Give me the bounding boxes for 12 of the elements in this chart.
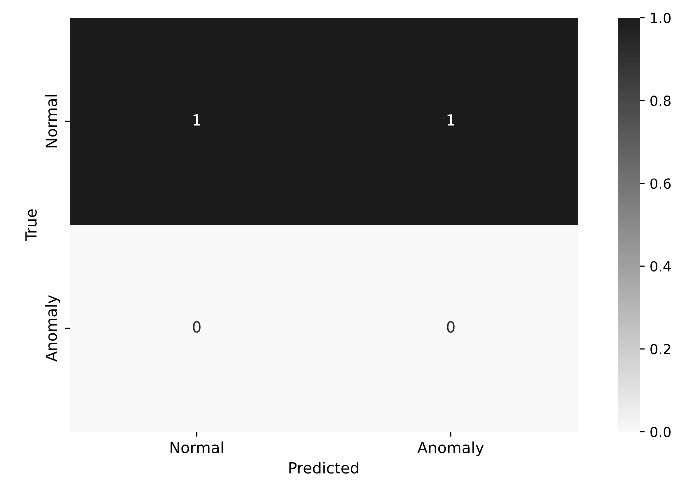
color-bar-label: 0.0 — [650, 426, 671, 438]
data-label: 0 — [447, 321, 455, 333]
color-bar-label: 1.0 — [651, 12, 671, 24]
y-axis-title: True — [26, 210, 37, 242]
data-label: 1 — [448, 114, 454, 126]
data-label: 1 — [194, 114, 200, 126]
color-bar-label: 0.6 — [650, 178, 671, 190]
data-label: 0 — [193, 321, 201, 333]
color-bar-label: 0.2 — [650, 344, 670, 355]
color-bar-label: 0.8 — [650, 96, 671, 106]
x-axis-title: Predicted — [290, 462, 358, 474]
color-bar-label: 0.4 — [650, 261, 672, 272]
